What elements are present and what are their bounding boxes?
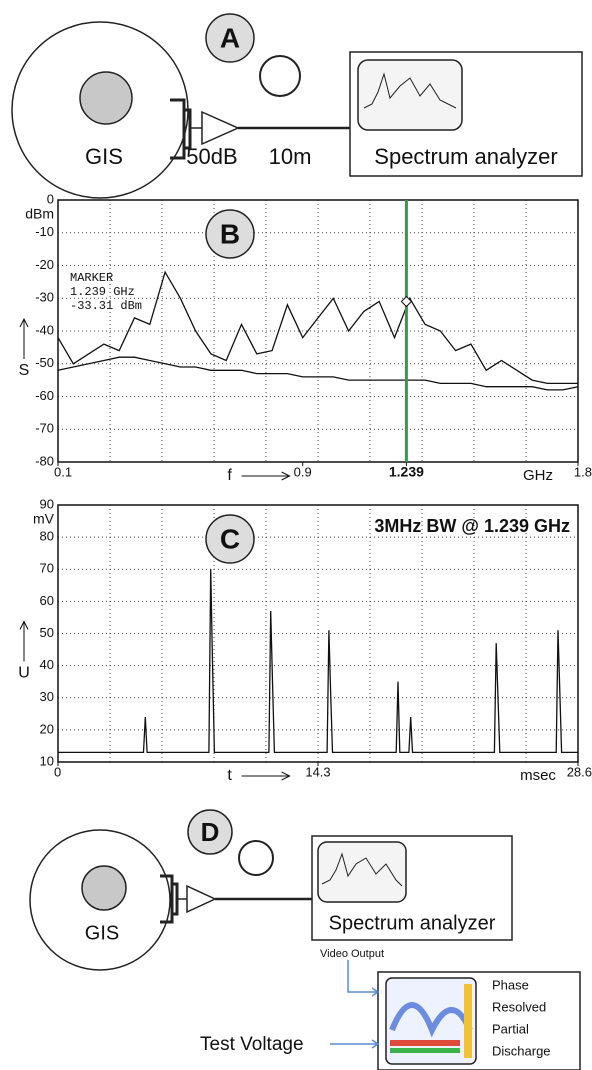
marker-text: -33.31 dBm	[70, 299, 142, 313]
prpd-line: Partial	[492, 1021, 529, 1036]
trace	[57, 270, 578, 385]
y-tick-label: -80	[35, 453, 54, 468]
video-arrow	[347, 960, 380, 997]
y-tick-label: 40	[40, 657, 54, 672]
y-tick-label: 20	[40, 721, 54, 736]
marker-text: MARKER	[70, 271, 113, 285]
gis-conductor	[81, 865, 127, 911]
y-tick-label: -10	[35, 224, 54, 239]
x-tick-label: 1.8	[574, 464, 592, 479]
badge-circle	[187, 809, 233, 855]
analyzer-screen	[357, 59, 463, 131]
prpd-line: Discharge	[492, 1043, 551, 1058]
trace	[57, 356, 579, 391]
y-tick-label: 50	[40, 625, 54, 640]
x-tick-label: 0.9	[294, 464, 312, 479]
x-tick-label: 1.239	[389, 464, 424, 480]
y-axis-arrow	[19, 317, 29, 359]
badge: B	[220, 218, 240, 249]
y-tick-label: 10	[40, 753, 54, 768]
marker-text: 1.239 GHz	[70, 285, 135, 299]
analyzer-screen	[317, 841, 407, 903]
badge-circle	[205, 13, 255, 63]
analyzer-label: Spectrum analyzer	[329, 912, 496, 934]
y-tick-label: 60	[40, 593, 54, 608]
analyzer-label: Spectrum analyzer	[374, 144, 557, 169]
badge: A	[220, 22, 240, 53]
panel-a	[11, 13, 583, 199]
prpd-line: Resolved	[492, 999, 546, 1014]
gis-label: GIS	[85, 144, 123, 169]
x-axis-label: f	[227, 467, 232, 484]
test-voltage-label: Test Voltage	[200, 1034, 304, 1055]
x-unit: GHz	[523, 467, 553, 484]
plot-frame	[57, 199, 579, 463]
y-tick-label: 80	[40, 529, 54, 544]
cable-loop	[238, 840, 274, 876]
prpd-line: Phase	[492, 977, 529, 992]
prpd-box	[377, 971, 581, 1070]
x-tick-label: 14.3	[305, 764, 330, 779]
prpd-band	[390, 1048, 460, 1053]
gis-enclosure	[29, 829, 171, 971]
x-tick-label: 28.6	[567, 764, 592, 779]
y-tick-label: 90	[40, 496, 54, 511]
y-axis-label: U	[18, 665, 30, 682]
x-axis-arrow	[241, 471, 291, 481]
gis-conductor	[79, 71, 133, 125]
trace	[58, 569, 578, 754]
y-tick-label: -60	[35, 388, 54, 403]
y-tick-label: 70	[40, 561, 54, 576]
analyzer-box	[311, 835, 513, 941]
coupler	[170, 98, 192, 160]
badge: D	[201, 817, 220, 847]
cable-loop	[259, 55, 301, 97]
gain-label: 50dB	[186, 144, 237, 169]
video-output-label: Video Output	[320, 948, 384, 960]
y-unit: mV	[33, 511, 55, 527]
y-unit: dBm	[25, 206, 54, 222]
marker-point	[400, 295, 413, 308]
y-axis-label: S	[19, 362, 30, 379]
analyzer-box	[349, 51, 583, 177]
y-tick-label: -70	[35, 421, 54, 436]
y-tick-label: -40	[35, 322, 54, 337]
cable-label: 10m	[269, 144, 312, 169]
prpd-colorbar	[464, 984, 472, 1058]
y-tick-label: 0	[47, 191, 54, 206]
panel-d	[29, 809, 581, 1070]
chart-title: 3MHz BW @ 1.239 GHz	[374, 516, 570, 536]
y-tick-label: -30	[35, 290, 54, 305]
badge-circle	[205, 514, 255, 564]
amplifier	[190, 110, 240, 146]
y-axis-arrow	[19, 620, 29, 662]
amplifier	[177, 884, 217, 914]
voltage-arrow	[330, 1039, 380, 1049]
badge-circle	[205, 209, 255, 259]
x-unit: msec	[520, 767, 556, 784]
y-tick-label: 30	[40, 689, 54, 704]
prpd-pattern	[389, 1002, 473, 1038]
gis-label: GIS	[85, 922, 119, 944]
x-tick-label: 0	[54, 764, 61, 779]
x-axis-label: t	[227, 767, 232, 784]
y-tick-label: -20	[35, 257, 54, 272]
x-axis-arrow	[241, 771, 291, 781]
y-tick-label: -50	[35, 355, 54, 370]
prpd-band	[390, 1040, 460, 1046]
screen-trace	[363, 72, 457, 109]
badge: C	[220, 523, 240, 554]
screen-trace	[321, 852, 403, 887]
x-tick-label: 0.1	[54, 464, 72, 479]
